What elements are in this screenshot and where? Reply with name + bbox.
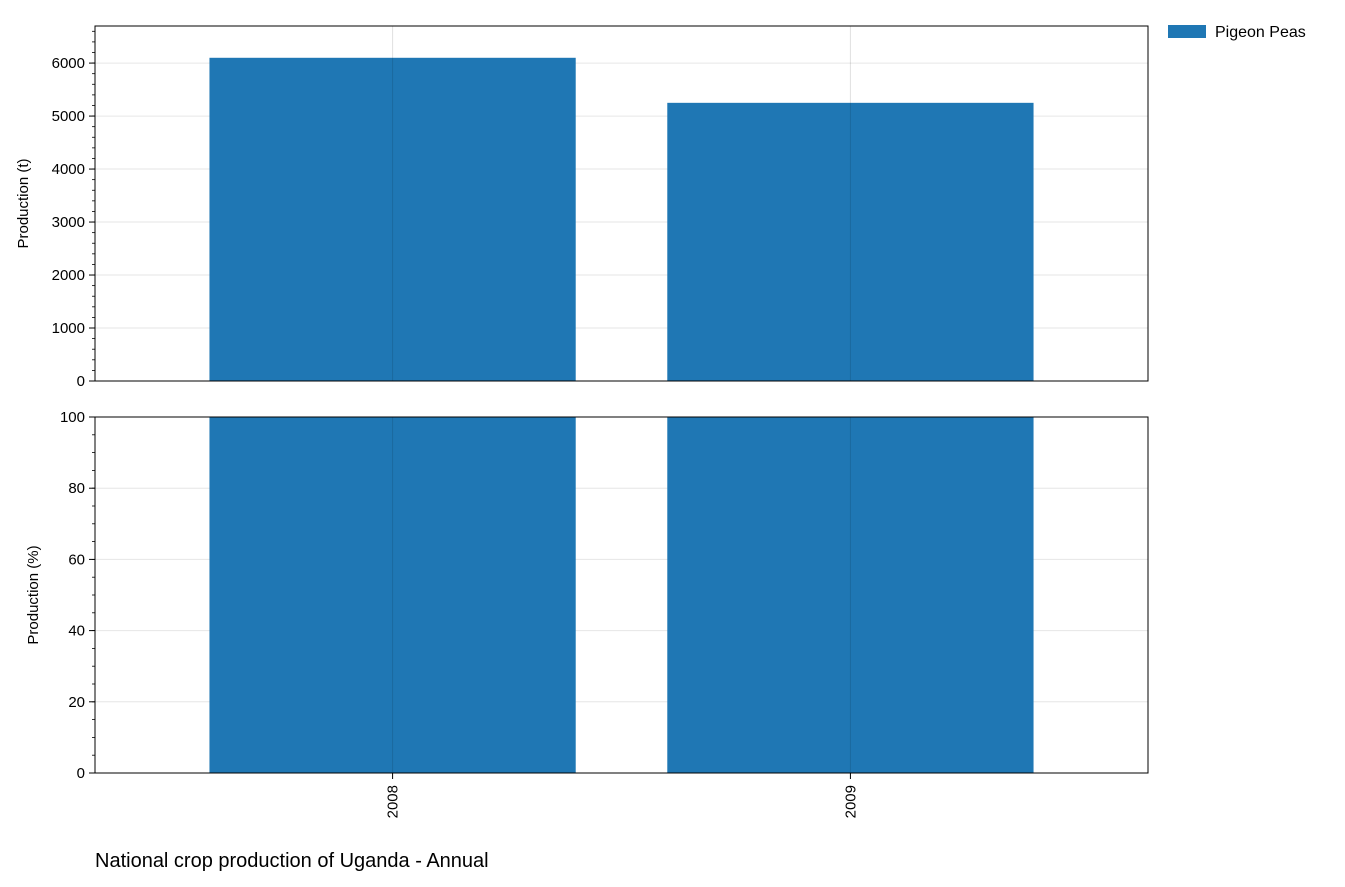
legend-swatch-pigeon-peas — [1168, 25, 1206, 38]
y-tick-label: 20 — [68, 694, 85, 711]
y-tick-label: 0 — [77, 373, 85, 390]
y-tick-label: 5000 — [52, 108, 85, 125]
plot-frame — [94, 25, 1149, 382]
y-tick-label: 1000 — [52, 320, 85, 337]
bar-2009-percent — [667, 417, 1034, 773]
panel-bottom-percent: 0 20 40 60 80 100 Production (%) — [25, 409, 1149, 782]
y-tick-label: 60 — [68, 551, 85, 568]
y-tick-label: 4000 — [52, 161, 85, 178]
x-axis: 2008 2009 — [385, 773, 859, 818]
y-axis-label: Production (t) — [15, 158, 32, 248]
y-tick-label: 3000 — [52, 214, 85, 231]
y-tick-label: 40 — [68, 623, 85, 640]
y-tick-label: 6000 — [52, 55, 85, 72]
legend-label-pigeon-peas: Pigeon Peas — [1215, 24, 1306, 41]
y-tick-label: 0 — [77, 765, 85, 782]
panel-top-absolute: 0 1000 2000 3000 4000 5000 6000 Production (t) — [15, 25, 1149, 390]
legend: Pigeon Peas — [1168, 24, 1306, 41]
y-tick-label: 80 — [68, 480, 85, 497]
chart-caption: National crop production of Uganda - Ann… — [95, 850, 489, 872]
bar-2008-percent — [209, 417, 576, 773]
y-tick-label: 100 — [60, 409, 85, 426]
y-tick-label: 2000 — [52, 267, 85, 284]
x-tick-label-2009: 2009 — [842, 785, 859, 818]
x-tick-label-2008: 2008 — [385, 785, 402, 818]
bar-2008-absolute — [209, 57, 576, 381]
bar-2009-absolute — [667, 102, 1034, 381]
y-axis-label: Production (%) — [25, 545, 42, 644]
